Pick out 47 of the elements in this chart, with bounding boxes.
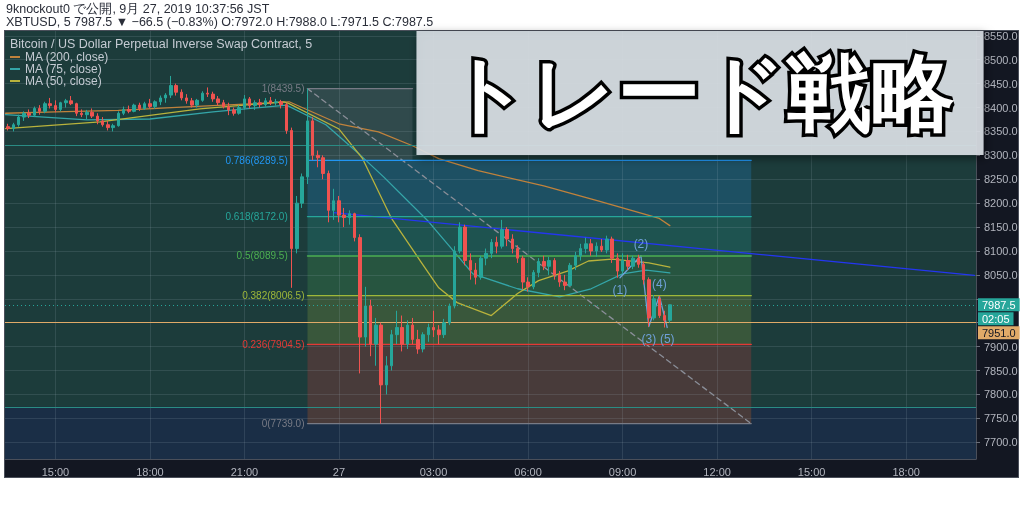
annotation: 0.5(8089.5) bbox=[236, 250, 288, 262]
annotation: (4) bbox=[652, 276, 667, 291]
x-tick-label: 12:00 bbox=[703, 465, 731, 478]
x-tick-label: 18:00 bbox=[892, 465, 920, 478]
y-tick-label: 8050.0 bbox=[984, 268, 1018, 281]
y-tick-label: 7850.0 bbox=[984, 364, 1018, 377]
x-tick-label: 09:00 bbox=[608, 465, 637, 478]
y-tick-label: 8450.0 bbox=[984, 77, 1018, 90]
x-tick-label: 15:00 bbox=[41, 465, 70, 478]
y-tick-label: 8400.0 bbox=[984, 101, 1018, 114]
annotation: 1(8439.5) bbox=[261, 83, 305, 95]
legend-label: MA (75, close) bbox=[25, 62, 102, 76]
y-tick-label: 7800.0 bbox=[984, 388, 1018, 401]
annotation: (5) bbox=[659, 332, 675, 347]
y-tick-label: 8350.0 bbox=[984, 125, 1018, 138]
x-tick-label: 03:00 bbox=[419, 465, 448, 478]
annotation: 0.236(7904.5) bbox=[242, 338, 305, 350]
text: XBTUSD, 5 7987.5 ▼ −66.5 (−0.83%) O:7972.0 H:7988.0 L:7971.5 C:7987.5 bbox=[6, 14, 434, 29]
y-tick-label: 7900.0 bbox=[984, 340, 1018, 353]
y-tick-label: 7700.0 bbox=[984, 436, 1018, 449]
ref-line-label: 7951.0 bbox=[982, 326, 1016, 339]
y-tick-label: 8550.0 bbox=[984, 29, 1018, 42]
annotation: (1) bbox=[612, 282, 628, 297]
y-tick-label: 8300.0 bbox=[984, 149, 1018, 162]
text: 02:05 bbox=[982, 312, 1010, 325]
annotation: 0(7739.0) bbox=[261, 418, 305, 430]
y-tick-label: 8100.0 bbox=[984, 244, 1018, 257]
annotation: 0.786(8289.5) bbox=[225, 154, 288, 166]
x-tick-label: 27 bbox=[332, 465, 346, 478]
y-tick-label: 7750.0 bbox=[984, 412, 1018, 425]
annotation: 0.618(8172.0) bbox=[225, 211, 288, 223]
y-tick-label: 8250.0 bbox=[984, 173, 1018, 186]
annotation: (3) bbox=[641, 331, 657, 346]
annotation: 0.382(8006.5) bbox=[242, 290, 305, 302]
text: 9knockout0 で公開, 9月 27, 2019 10:37:56 JST bbox=[6, 1, 270, 16]
x-tick-label: 18:00 bbox=[136, 465, 164, 478]
y-tick-label: 8500.0 bbox=[984, 53, 1018, 66]
x-tick-label: 21:00 bbox=[230, 465, 259, 478]
x-tick-label: 15:00 bbox=[797, 465, 826, 478]
chart-title: トレード戦略 bbox=[445, 44, 955, 142]
y-tick-label: 8150.0 bbox=[984, 221, 1018, 234]
y-tick-label: 8200.0 bbox=[984, 197, 1018, 210]
ref-line-label: 7987.5 bbox=[982, 298, 1016, 311]
legend-label: MA (50, close) bbox=[25, 74, 102, 88]
chart-subtitle: Bitcoin / US Dollar Perpetual Inverse Swap Contract, 5 bbox=[10, 36, 313, 51]
x-tick-label: 06:00 bbox=[514, 465, 542, 478]
legend-label: MA (200, close) bbox=[25, 50, 109, 64]
